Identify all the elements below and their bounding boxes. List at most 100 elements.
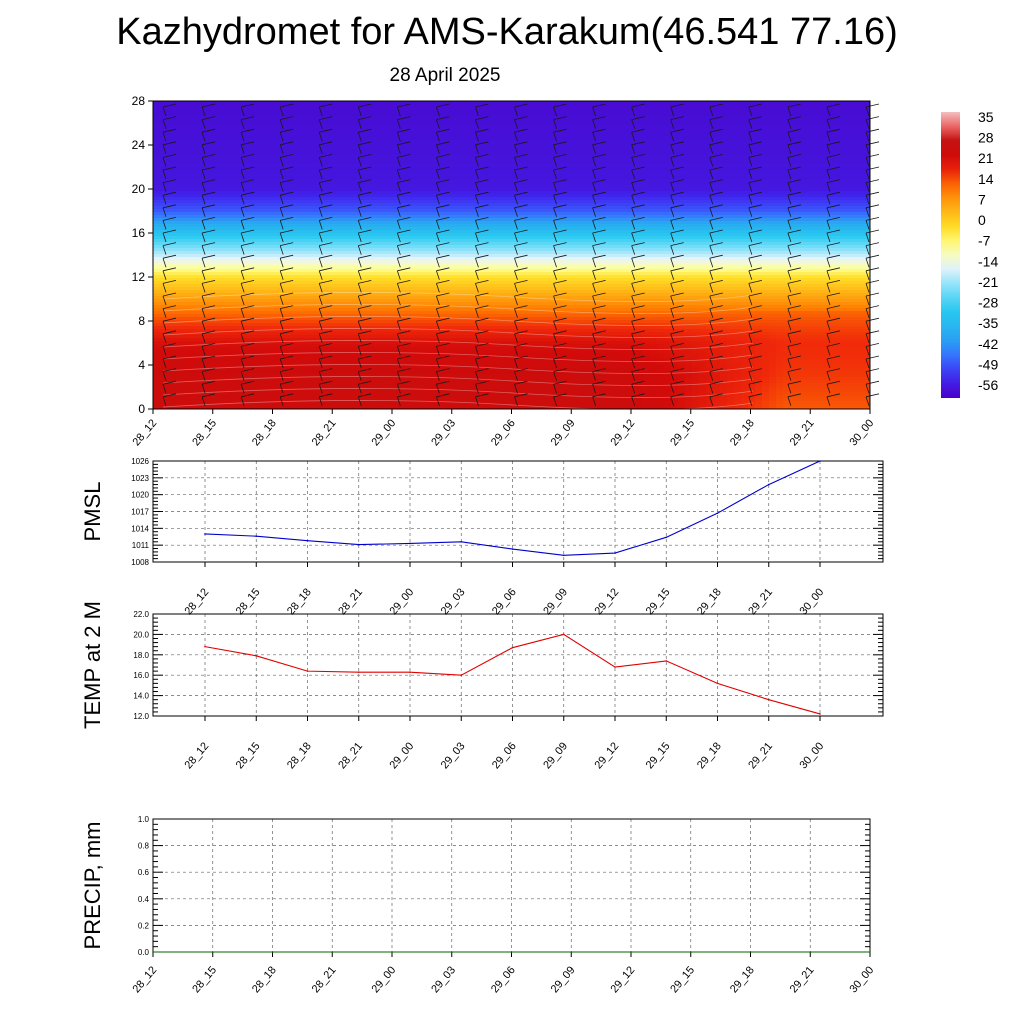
- heat-cell: [475, 278, 483, 282]
- heat-cell: [405, 401, 413, 405]
- heat-cell: [251, 323, 259, 327]
- heat-cell: [412, 353, 420, 357]
- heat-cell: [391, 323, 399, 327]
- heat-cell: [244, 398, 252, 402]
- heat-cell: [384, 320, 392, 324]
- heat-cell: [230, 110, 238, 114]
- heat-cell: [356, 338, 364, 342]
- heat-cell: [328, 146, 336, 150]
- heat-cell: [349, 218, 357, 222]
- heat-cell: [272, 113, 280, 117]
- heat-cell: [300, 263, 308, 267]
- heat-cell: [461, 272, 469, 276]
- heat-cell: [314, 107, 322, 111]
- heat-cell: [405, 221, 413, 225]
- heat-cell: [335, 401, 343, 405]
- heat-cell: [195, 119, 203, 123]
- heat-cell: [174, 197, 182, 201]
- heat-cell: [314, 209, 322, 213]
- heat-cell: [356, 188, 364, 192]
- heat-cell: [440, 269, 448, 273]
- heat-cell: [419, 176, 427, 180]
- heat-cell: [160, 194, 168, 198]
- heat-cell: [440, 122, 448, 126]
- heat-cell: [216, 257, 224, 261]
- heat-cell: [216, 134, 224, 138]
- heat-cell: [286, 104, 294, 108]
- heat-cell: [244, 140, 252, 144]
- heat-cell: [195, 125, 203, 129]
- heat-cell: [328, 278, 336, 282]
- heat-cell: [258, 197, 266, 201]
- heat-cell: [272, 404, 280, 408]
- heat-cell: [335, 101, 343, 105]
- heat-cell: [307, 290, 315, 294]
- heat-cell: [300, 107, 308, 111]
- heat-cell: [293, 386, 301, 390]
- heat-cell: [419, 185, 427, 189]
- heat-cell: [349, 254, 357, 258]
- heat-cell: [195, 206, 203, 210]
- heat-cell: [335, 323, 343, 327]
- heat-cell: [377, 266, 385, 270]
- heat-cell: [412, 317, 420, 321]
- heat-cell: [153, 140, 161, 144]
- heat-cell: [426, 380, 434, 384]
- heat-cell: [174, 230, 182, 234]
- heat-cell: [377, 353, 385, 357]
- heat-cell: [391, 227, 399, 231]
- heat-cell: [321, 161, 329, 165]
- heat-cell: [195, 236, 203, 240]
- heat-cell: [405, 179, 413, 183]
- heat-cell: [328, 395, 336, 399]
- heat-cell: [307, 272, 315, 276]
- heat-cell: [405, 152, 413, 156]
- heat-cell: [307, 371, 315, 375]
- heat-cell: [426, 212, 434, 216]
- heat-cell: [433, 404, 441, 408]
- heat-cell: [454, 116, 462, 120]
- heat-cell: [426, 326, 434, 330]
- heat-cell: [328, 299, 336, 303]
- heat-cell: [335, 140, 343, 144]
- heat-cell: [195, 122, 203, 126]
- heat-cell: [181, 212, 189, 216]
- heat-cell: [272, 134, 280, 138]
- heat-cell: [475, 407, 483, 410]
- heat-cell: [223, 203, 231, 207]
- heat-cell: [440, 230, 448, 234]
- heat-cell: [454, 278, 462, 282]
- heat-cell: [419, 245, 427, 249]
- heat-cell: [482, 275, 490, 279]
- heat-cell: [230, 101, 238, 105]
- heat-cell: [251, 326, 259, 330]
- heat-cell: [293, 233, 301, 237]
- heat-cell: [419, 200, 427, 204]
- heat-cell: [475, 272, 483, 276]
- heat-cell: [237, 137, 245, 141]
- heat-cell: [454, 371, 462, 375]
- heat-cell: [405, 338, 413, 342]
- heat-cell: [307, 341, 315, 345]
- heat-cell: [272, 200, 280, 204]
- heat-cell: [384, 392, 392, 396]
- heat-cell: [251, 149, 259, 153]
- heat-cell: [251, 254, 259, 258]
- heat-cell: [244, 317, 252, 321]
- heat-cell: [202, 140, 210, 144]
- heat-cell: [286, 167, 294, 171]
- heat-cell: [272, 101, 280, 105]
- heat-cell: [167, 122, 175, 126]
- heat-cell: [433, 374, 441, 378]
- heat-cell: [475, 329, 483, 333]
- heat-cell: [454, 374, 462, 378]
- heat-cell: [181, 146, 189, 150]
- heat-cell: [461, 389, 469, 393]
- heat-cell: [251, 128, 259, 132]
- heat-cell: [188, 392, 196, 396]
- heat-cell: [482, 308, 490, 312]
- heat-cell: [349, 200, 357, 204]
- heat-cell: [300, 161, 308, 165]
- heat-cell: [174, 296, 182, 300]
- heat-cell: [426, 218, 434, 222]
